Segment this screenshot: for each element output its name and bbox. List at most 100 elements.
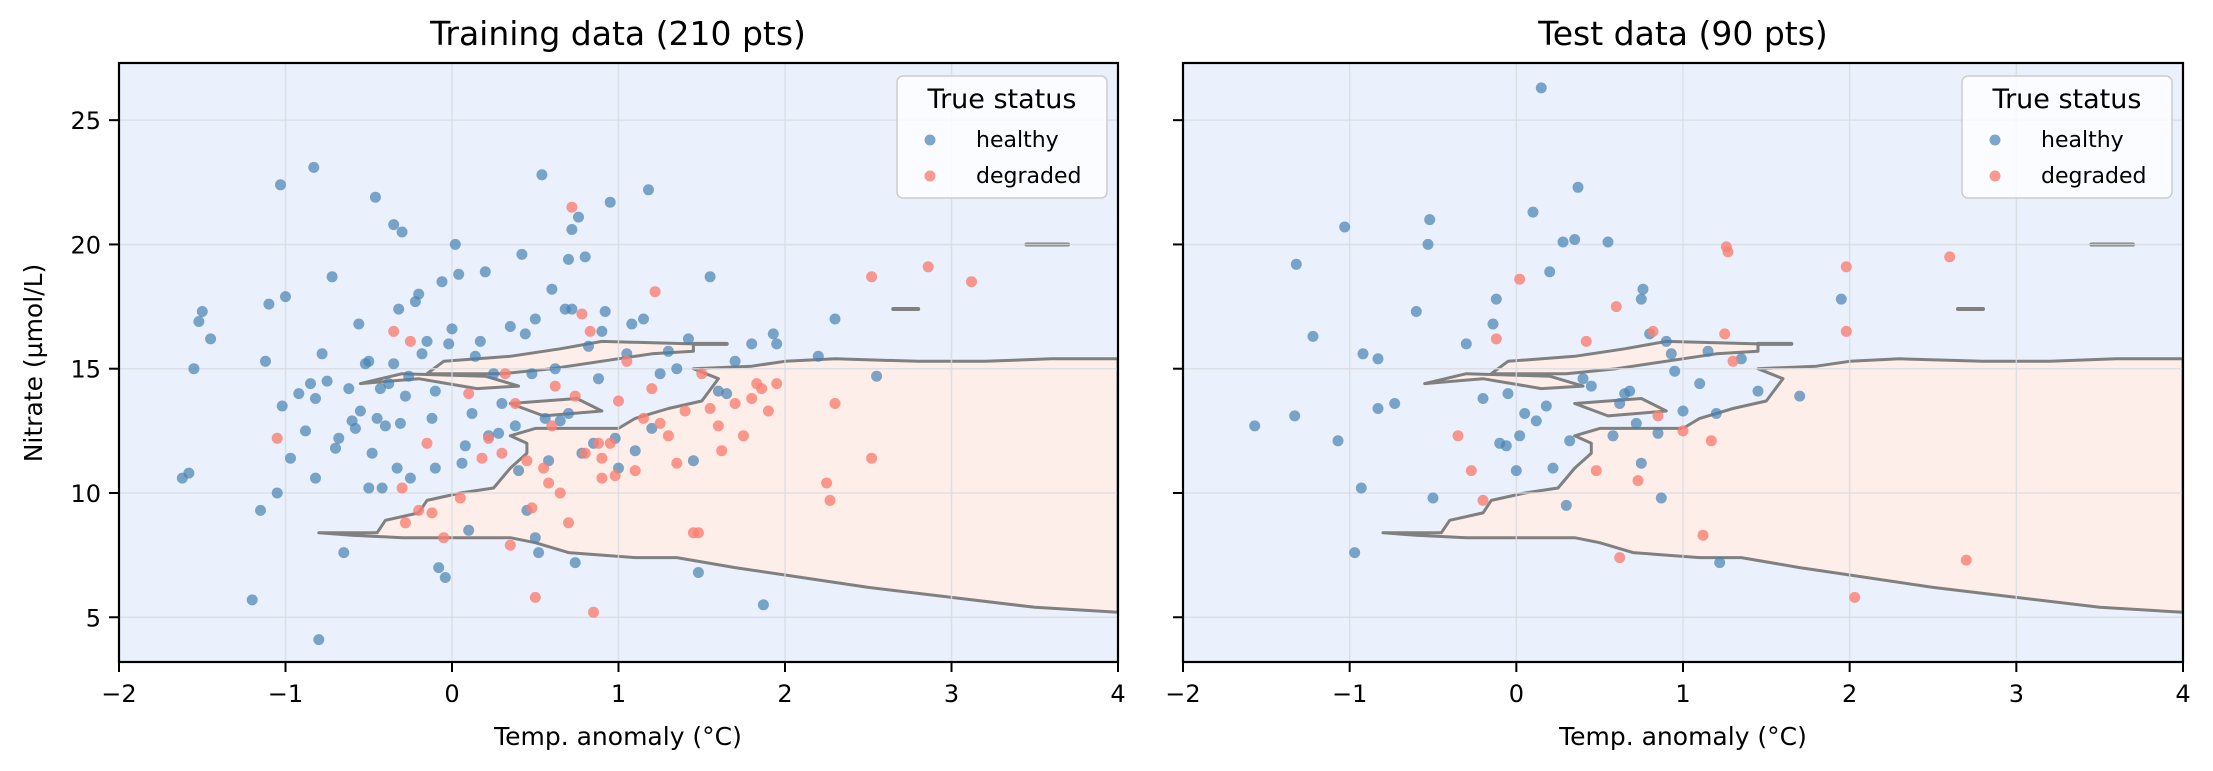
data-point-healthy bbox=[513, 465, 525, 477]
y-tick-label: 5 bbox=[86, 604, 101, 632]
y-tick-label: 20 bbox=[70, 231, 101, 259]
data-point-healthy bbox=[529, 532, 541, 544]
data-point-healthy bbox=[463, 524, 475, 536]
data-point-degraded bbox=[716, 445, 728, 457]
data-point-healthy bbox=[449, 238, 461, 250]
data-point-healthy bbox=[1585, 380, 1597, 392]
data-point-degraded bbox=[388, 325, 400, 337]
data-point-healthy bbox=[429, 385, 441, 397]
data-point-degraded bbox=[404, 335, 416, 347]
data-point-healthy bbox=[1289, 410, 1301, 422]
data-point-healthy bbox=[662, 345, 674, 357]
data-point-degraded bbox=[1727, 355, 1739, 367]
data-point-healthy bbox=[459, 440, 471, 452]
data-point-healthy bbox=[446, 323, 458, 335]
x-tick-label: −2 bbox=[101, 680, 136, 708]
data-point-healthy bbox=[1500, 440, 1512, 452]
data-point-healthy bbox=[593, 373, 604, 385]
legend-label-healthy: healthy bbox=[976, 128, 1059, 153]
data-point-healthy bbox=[504, 321, 516, 332]
legend-frame bbox=[896, 75, 1108, 199]
legend-marker-degraded bbox=[924, 170, 936, 182]
legend-marker-healthy bbox=[1989, 134, 2001, 146]
data-point-degraded bbox=[621, 355, 633, 367]
data-point-healthy bbox=[363, 355, 375, 367]
data-point-degraded bbox=[399, 517, 411, 529]
data-point-healthy bbox=[305, 378, 316, 390]
data-point-healthy bbox=[1460, 338, 1472, 350]
data-point-degraded bbox=[554, 487, 566, 499]
x-tick-label: 3 bbox=[2009, 680, 2024, 708]
data-point-healthy bbox=[573, 211, 584, 223]
data-point-healthy bbox=[1530, 415, 1542, 427]
data-point-degraded bbox=[821, 477, 833, 489]
data-point-healthy bbox=[626, 318, 638, 330]
data-point-degraded bbox=[504, 539, 516, 551]
data-point-healthy bbox=[421, 335, 433, 347]
data-point-degraded bbox=[1697, 529, 1709, 541]
data-point-healthy bbox=[1339, 221, 1351, 233]
data-point-healthy bbox=[260, 355, 271, 367]
data-point-healthy bbox=[1307, 330, 1319, 342]
x-tick-label: 0 bbox=[1509, 680, 1524, 708]
data-point-healthy bbox=[196, 306, 208, 317]
data-point-degraded bbox=[604, 437, 616, 449]
data-point-healthy bbox=[1630, 417, 1642, 429]
region-island bbox=[358, 372, 521, 391]
data-point-degraded bbox=[662, 430, 674, 442]
data-point-healthy bbox=[1607, 430, 1619, 442]
data-point-healthy bbox=[394, 417, 406, 429]
x-tick-label: 1 bbox=[1675, 680, 1690, 708]
data-point-healthy bbox=[1424, 214, 1436, 226]
data-point-degraded bbox=[1477, 494, 1489, 506]
data-point-healthy bbox=[1557, 236, 1569, 248]
data-point-healthy bbox=[404, 472, 416, 484]
data-point-healthy bbox=[771, 338, 783, 350]
data-point-healthy bbox=[1372, 353, 1384, 365]
data-point-degraded bbox=[1705, 435, 1717, 447]
legend-label-degraded: degraded bbox=[976, 164, 1081, 189]
data-point-healthy bbox=[1564, 435, 1576, 447]
data-point-degraded bbox=[866, 271, 878, 283]
data-point-healthy bbox=[293, 388, 305, 400]
data-point-degraded bbox=[438, 532, 450, 544]
data-point-healthy bbox=[526, 368, 538, 380]
data-point-degraded bbox=[609, 470, 621, 482]
data-point-healthy bbox=[583, 340, 594, 352]
y-tick-label: 10 bbox=[70, 480, 101, 508]
data-point-healthy bbox=[383, 378, 395, 390]
data-point-healthy bbox=[183, 467, 195, 479]
data-point-healthy bbox=[1702, 345, 1714, 357]
data-point-healthy bbox=[193, 316, 205, 327]
training-title: Training data (210 pts) bbox=[429, 14, 806, 53]
data-point-healthy bbox=[1349, 547, 1361, 559]
data-point-degraded bbox=[569, 390, 581, 402]
data-point-degraded bbox=[646, 383, 658, 395]
data-point-degraded bbox=[1840, 325, 1852, 337]
data-point-healthy bbox=[671, 363, 683, 375]
data-point-degraded bbox=[1647, 325, 1659, 337]
data-point-degraded bbox=[1632, 475, 1644, 487]
data-point-degraded bbox=[454, 492, 466, 504]
data-point-healthy bbox=[488, 368, 500, 380]
data-point-healthy bbox=[1510, 465, 1522, 477]
data-point-healthy bbox=[246, 594, 258, 606]
data-point-healthy bbox=[563, 408, 574, 419]
data-point-degraded bbox=[1849, 591, 1861, 603]
data-point-healthy bbox=[1637, 283, 1649, 295]
data-point-healthy bbox=[453, 268, 465, 280]
data-point-degraded bbox=[543, 477, 555, 489]
data-point-healthy bbox=[1614, 398, 1626, 409]
data-point-healthy bbox=[604, 196, 616, 208]
data-point-healthy bbox=[1624, 385, 1636, 397]
data-point-healthy bbox=[1357, 348, 1369, 360]
data-point-healthy bbox=[1665, 348, 1677, 360]
data-point-healthy bbox=[1572, 181, 1584, 193]
data-point-degraded bbox=[476, 452, 488, 464]
data-point-healthy bbox=[579, 251, 591, 263]
data-point-healthy bbox=[388, 219, 400, 231]
data-point-healthy bbox=[1752, 385, 1764, 397]
data-point-degraded bbox=[1719, 328, 1731, 340]
legend-title: True status bbox=[1992, 84, 2142, 115]
data-point-healthy bbox=[1422, 238, 1434, 250]
